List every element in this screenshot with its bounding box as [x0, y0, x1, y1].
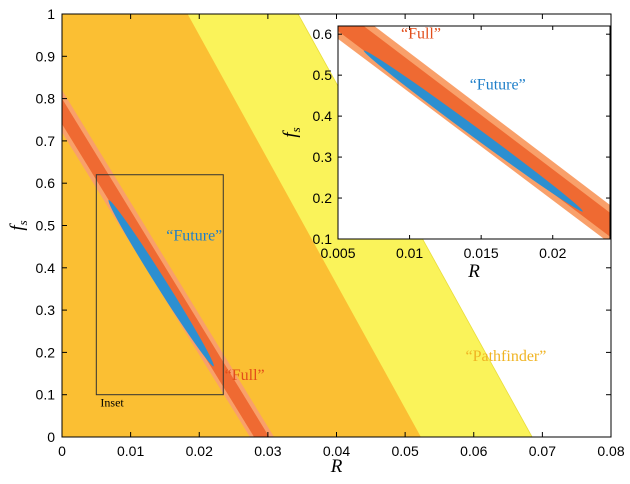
y-tick-label: 0.5	[36, 218, 56, 234]
y-tick-label: 0.9	[36, 48, 56, 64]
inset-y-tick-label: 0.1	[313, 231, 333, 247]
x-tick-label: 0.05	[392, 443, 419, 459]
y-tick-label: 0.4	[36, 260, 56, 276]
x-tick-label: 0.08	[597, 443, 624, 459]
x-tick-label: 0	[58, 443, 66, 459]
y-tick-label: 0.2	[36, 344, 56, 360]
inset-x-tick-label: 0.015	[464, 245, 499, 261]
annotation-future: “Future”	[166, 227, 222, 244]
y-tick-label: 0.7	[36, 133, 56, 149]
y-tick-label: 0.6	[36, 175, 56, 191]
inset-x-axis-label: R	[467, 261, 480, 282]
inset-x-tick-label: 0.01	[396, 245, 423, 261]
y-tick-label: 0.1	[36, 387, 56, 403]
x-tick-label: 0.06	[460, 443, 487, 459]
y-tick-label: 0.3	[36, 302, 56, 318]
inset-x-tick-label: 0.005	[320, 245, 355, 261]
inset-y-tick-label: 0.5	[313, 67, 333, 83]
inset-x-tick-label: 0.02	[539, 245, 566, 261]
inset-annotation-full: “Full”	[401, 25, 441, 42]
inset-annotation-future: “Future”	[470, 76, 526, 93]
y-tick-label: 0.8	[36, 91, 56, 107]
inset-y-tick-label: 0.2	[313, 190, 333, 206]
y-axis-label: fs	[7, 220, 30, 230]
inset-y-tick-label: 0.6	[313, 26, 333, 42]
inset-y-tick-label: 0.3	[313, 149, 333, 165]
x-tick-label: 0.02	[186, 443, 213, 459]
inset-y-tick-label: 0.4	[313, 108, 333, 124]
x-tick-label: 0.03	[254, 443, 281, 459]
y-tick-label: 0	[47, 429, 55, 445]
inset-y-axis-label-sub: s	[288, 127, 303, 132]
x-tick-label: 0.07	[529, 443, 556, 459]
annotation-pathfinder: “Pathfinder”	[466, 348, 547, 365]
x-tick-label: 0.01	[117, 443, 144, 459]
x-axis-label: R	[330, 456, 343, 477]
annotation-inset: Inset	[100, 396, 124, 410]
annotation-full: “Full”	[225, 367, 265, 384]
y-tick-label: 1	[47, 6, 55, 22]
y-axis-label-sub: s	[15, 220, 30, 225]
